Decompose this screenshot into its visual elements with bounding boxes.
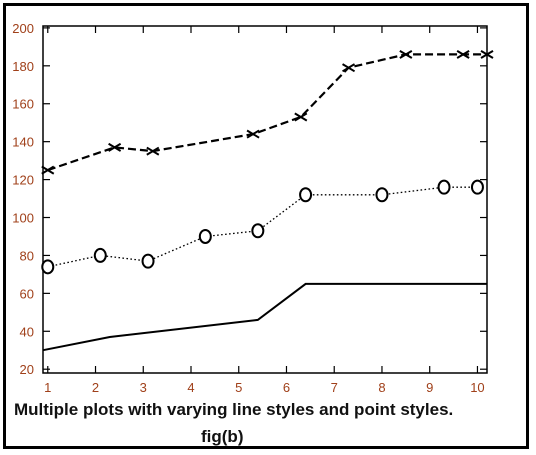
- data-point-circle-marker: [470, 179, 484, 195]
- data-point-x-marker: [399, 49, 413, 59]
- chart-title: Multiple plots with varying line styles …: [14, 400, 454, 419]
- x-marker-stroke: [342, 63, 356, 73]
- x-tick-label: 6: [283, 380, 290, 395]
- data-point-circle-marker: [437, 179, 451, 195]
- x-tick-label: 8: [378, 380, 385, 395]
- y-tick-label: 160: [12, 97, 34, 112]
- y-tick-label: 60: [20, 286, 34, 301]
- y-tick-label: 80: [20, 248, 34, 263]
- data-point-x-marker: [246, 129, 260, 139]
- plot-border: [42, 25, 488, 374]
- data-point-x-marker: [146, 146, 160, 156]
- y-tick-label: 100: [12, 211, 34, 226]
- x-tick-label: 9: [426, 380, 433, 395]
- y-tick-label: 40: [20, 324, 34, 339]
- data-point-circle-marker: [299, 187, 313, 203]
- data-point-circle-marker: [198, 228, 212, 244]
- x-marker-stroke: [480, 49, 494, 59]
- data-point-circle-marker: [141, 253, 155, 269]
- y-tick-label: 120: [12, 173, 34, 188]
- x-marker-stroke: [146, 146, 160, 156]
- x-tick-label: 1: [44, 380, 51, 395]
- data-point-circle-marker: [251, 223, 265, 239]
- data-point-circle-marker: [41, 259, 55, 275]
- y-tick-label: 140: [12, 135, 34, 150]
- data-point-circle-marker: [93, 247, 107, 263]
- figure-label: fig(b): [201, 427, 244, 446]
- x-tick-label: 7: [331, 380, 338, 395]
- x-tick-label: 3: [140, 380, 147, 395]
- x-marker-stroke: [294, 112, 308, 122]
- x-tick-label: 2: [92, 380, 99, 395]
- data-point-circle-marker: [375, 187, 389, 203]
- data-point-x-marker: [480, 49, 494, 59]
- y-tick-label: 20: [20, 362, 34, 377]
- series-line-solid: [42, 282, 487, 352]
- data-point-x-marker: [108, 142, 122, 152]
- x-marker-stroke: [41, 165, 55, 175]
- x-tick-label: 4: [187, 380, 194, 395]
- series-line-dashed: [47, 53, 487, 172]
- x-marker-stroke: [456, 49, 470, 59]
- data-point-x-marker: [342, 63, 356, 73]
- plot-axes: [42, 25, 488, 374]
- axis-ticks: 20 40 60 80 100 120 140 160 180 200 1 2 3 4 5 6 7 8 9 10: [12, 21, 487, 395]
- x-tick-label: 10: [470, 380, 484, 395]
- data-point-x-marker: [41, 165, 55, 175]
- y-tick-label: 200: [12, 21, 34, 36]
- x-marker-stroke: [108, 142, 122, 152]
- x-tick-label: 5: [235, 380, 242, 395]
- data-point-x-marker: [294, 112, 308, 122]
- x-marker-stroke: [246, 129, 260, 139]
- figure-frame: [3, 3, 529, 449]
- x-marker-stroke: [399, 49, 413, 59]
- series-layer: [41, 49, 494, 352]
- data-point-x-marker: [456, 49, 470, 59]
- y-tick-label: 180: [12, 59, 34, 74]
